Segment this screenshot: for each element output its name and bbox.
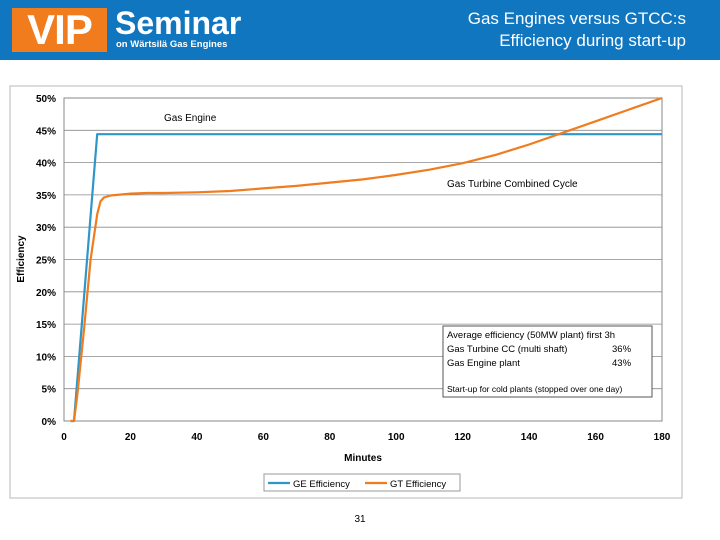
- x-tick-label: 40: [191, 432, 203, 443]
- gt-efficiency-line: [70, 96, 663, 423]
- y-axis-label: Efficiency: [16, 235, 27, 283]
- info-row-3-label: Gas Engine plant: [447, 358, 520, 369]
- header-bar: VIP Seminar on Wärtsilä Gas Engines Gas …: [0, 0, 720, 60]
- vip-logo: VIP: [12, 8, 107, 52]
- y-tick-label: 10%: [36, 352, 56, 363]
- x-tick-label: 60: [258, 432, 270, 443]
- x-tick-label: 160: [587, 432, 604, 443]
- x-tick-label: 80: [324, 432, 336, 443]
- page-number: 31: [354, 514, 366, 525]
- info-row-2-label: Gas Turbine CC (multi shaft): [447, 344, 567, 355]
- logo-subtitle: on Wärtsilä Gas Engines: [116, 39, 228, 50]
- slide-title: Gas Engines versus GTCC:s Efficiency dur…: [468, 8, 686, 52]
- gtcc-annotation: Gas Turbine Combined Cycle: [447, 179, 578, 190]
- y-tick-label: 40%: [36, 159, 56, 170]
- x-tick-label: 140: [521, 432, 538, 443]
- y-tick-label: 35%: [36, 191, 56, 202]
- y-tick-label: 45%: [36, 126, 56, 137]
- series-lines: [70, 96, 663, 423]
- logo-text: VIP: [27, 6, 93, 53]
- x-tick-label: 180: [654, 432, 671, 443]
- x-tick-label: 100: [388, 432, 405, 443]
- gas-engine-annotation: Gas Engine: [164, 113, 217, 124]
- y-tick-label: 15%: [36, 320, 56, 331]
- title-line-2: Efficiency during start-up: [499, 31, 686, 50]
- y-tick-label: 30%: [36, 223, 56, 234]
- legend-ge-label: GE Efficiency: [293, 479, 350, 490]
- x-tick-label: 0: [61, 432, 67, 443]
- y-tick-label: 0%: [42, 417, 57, 428]
- y-tick-label: 5%: [42, 385, 57, 396]
- info-box: Average efficiency (50MW plant) first 3h…: [442, 325, 653, 398]
- y-tick-label: 20%: [36, 288, 56, 299]
- plot-area: [63, 97, 663, 422]
- x-tick-label: 120: [454, 432, 471, 443]
- logo-word: Seminar: [115, 5, 242, 41]
- legend-gt-label: GT Efficiency: [390, 479, 446, 490]
- x-tick-labels: 0 20 40 60 80 100 120 140 160 180: [61, 432, 671, 443]
- legend: GE Efficiency GT Efficiency: [263, 473, 461, 492]
- y-tick-label: 25%: [36, 256, 56, 267]
- legend-frame: [263, 473, 461, 492]
- info-line-1: Average efficiency (50MW plant) first 3h: [447, 330, 615, 341]
- y-tick-labels: 0% 5% 10% 15% 20% 25% 30% 35% 40% 45% 50%: [36, 94, 56, 428]
- title-line-1: Gas Engines versus GTCC:s: [467, 9, 686, 28]
- info-box-frame: [442, 325, 653, 398]
- info-line-4: Start-up for cold plants (stopped over o…: [447, 384, 622, 394]
- y-tick-label: 50%: [36, 94, 56, 105]
- x-axis-label: Minutes: [344, 453, 382, 464]
- info-row-2-value: 36%: [612, 344, 632, 355]
- info-row-3-value: 43%: [612, 358, 632, 369]
- x-tick-label: 20: [125, 432, 137, 443]
